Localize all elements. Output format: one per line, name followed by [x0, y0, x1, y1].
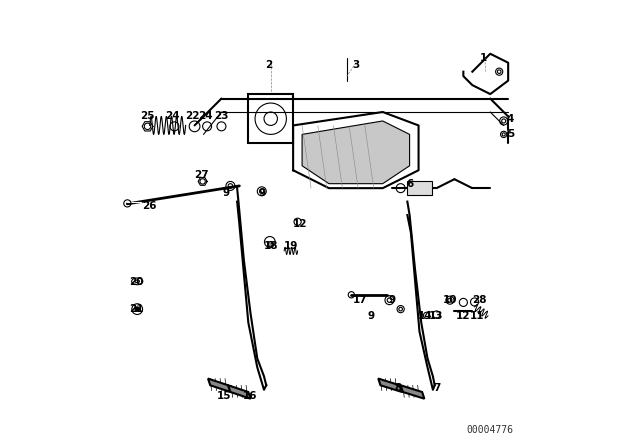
Text: 11: 11	[470, 311, 484, 321]
Text: 18: 18	[264, 241, 278, 251]
Text: 7: 7	[433, 383, 440, 392]
Polygon shape	[378, 379, 402, 392]
FancyBboxPatch shape	[407, 181, 432, 195]
Text: 8: 8	[395, 383, 402, 392]
Circle shape	[135, 307, 140, 311]
Text: 17: 17	[353, 295, 367, 305]
Text: 25: 25	[140, 112, 155, 121]
Text: 21: 21	[129, 304, 143, 314]
Text: 26: 26	[143, 201, 157, 211]
Text: 28: 28	[472, 295, 486, 305]
Text: 20: 20	[129, 277, 143, 287]
Text: 22: 22	[185, 112, 200, 121]
Text: 1: 1	[480, 53, 487, 63]
Text: 3: 3	[352, 60, 360, 70]
Text: 10: 10	[443, 295, 457, 305]
Text: 14: 14	[418, 311, 433, 321]
Polygon shape	[228, 385, 251, 399]
Text: 2: 2	[265, 60, 272, 70]
Polygon shape	[208, 379, 230, 392]
Text: 12: 12	[292, 219, 307, 229]
Circle shape	[268, 241, 273, 247]
Text: 9: 9	[388, 295, 396, 305]
Text: 13: 13	[429, 311, 444, 321]
Text: 00004776: 00004776	[467, 425, 514, 435]
Text: 15: 15	[216, 392, 231, 401]
Text: 19: 19	[284, 241, 298, 251]
Text: 24: 24	[165, 112, 179, 121]
Text: 4: 4	[507, 114, 514, 124]
Text: 16: 16	[243, 392, 258, 401]
Text: 24: 24	[198, 112, 213, 121]
Text: 27: 27	[194, 170, 209, 180]
Text: 5: 5	[507, 129, 514, 139]
Text: 9: 9	[258, 188, 266, 198]
Text: 23: 23	[214, 112, 228, 121]
Text: 9: 9	[222, 188, 230, 198]
Polygon shape	[401, 385, 424, 399]
Text: 6: 6	[406, 179, 413, 189]
Text: 9: 9	[368, 311, 375, 321]
Polygon shape	[302, 121, 410, 184]
Text: 12: 12	[456, 311, 470, 321]
